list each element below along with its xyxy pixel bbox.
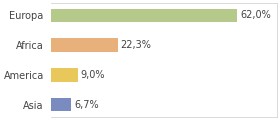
Text: 9,0%: 9,0% [81,70,105,80]
Bar [51,38,118,52]
Bar [51,9,237,22]
Text: 62,0%: 62,0% [240,10,271,20]
Bar [51,98,71,111]
Text: 6,7%: 6,7% [74,100,99,110]
Text: 22,3%: 22,3% [121,40,151,50]
Bar [51,68,78,82]
